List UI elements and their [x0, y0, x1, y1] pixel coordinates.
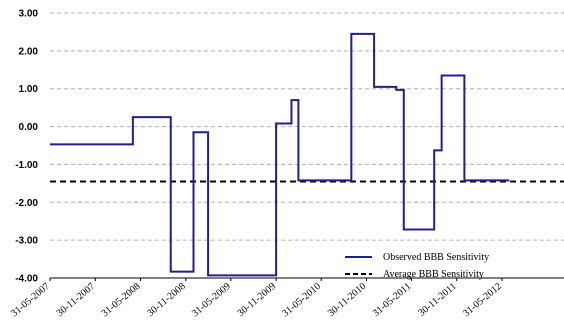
x-tick-label: 30-11-2010: [326, 281, 369, 319]
y-tick-label: -2.00: [15, 198, 38, 209]
y-tick-label: -4.00: [15, 274, 38, 285]
x-tick-label: 31-05-2008: [100, 281, 143, 319]
x-tick-label: 31-05-2010: [280, 281, 323, 319]
x-axis-ticks: 31-05-2007 30-11-2007 31-05-2008 30-11-2008…: [9, 278, 504, 319]
legend: Observed BBB Sensitivity Average BBB Sen…: [345, 252, 489, 280]
x-tick-label: 31-05-2007: [9, 281, 52, 319]
x-tick-label: 30-11-2009: [236, 281, 279, 319]
legend-average-label: Average BBB Sensitivity: [383, 269, 484, 280]
x-tick-label: 31-05-2012: [461, 281, 504, 319]
y-tick-label: -3.00: [15, 236, 38, 247]
legend-observed-label: Observed BBB Sensitivity: [383, 252, 489, 263]
x-tick-label: 31-05-2011: [371, 281, 414, 319]
y-tick-label: 1.00: [19, 84, 39, 95]
x-tick-label: 30-11-2008: [145, 281, 188, 319]
y-tick-label: 0.00: [19, 122, 39, 133]
y-tick-label: 3.00: [19, 9, 39, 20]
y-tick-label: 2.00: [19, 46, 39, 57]
observed-sensitivity-line: [50, 32, 510, 277]
grid-lines: [50, 12, 564, 241]
x-tick-label: 30-11-2011: [416, 281, 458, 319]
x-tick-label: 31-05-2009: [190, 281, 233, 319]
x-tick-label: 30-11-2007: [55, 281, 98, 319]
y-axis-ticks: 3.00 2.00 1.00 0.00 -1.00 -2.00 -3.00 -4.00: [15, 9, 38, 285]
y-tick-label: -1.00: [15, 160, 38, 171]
